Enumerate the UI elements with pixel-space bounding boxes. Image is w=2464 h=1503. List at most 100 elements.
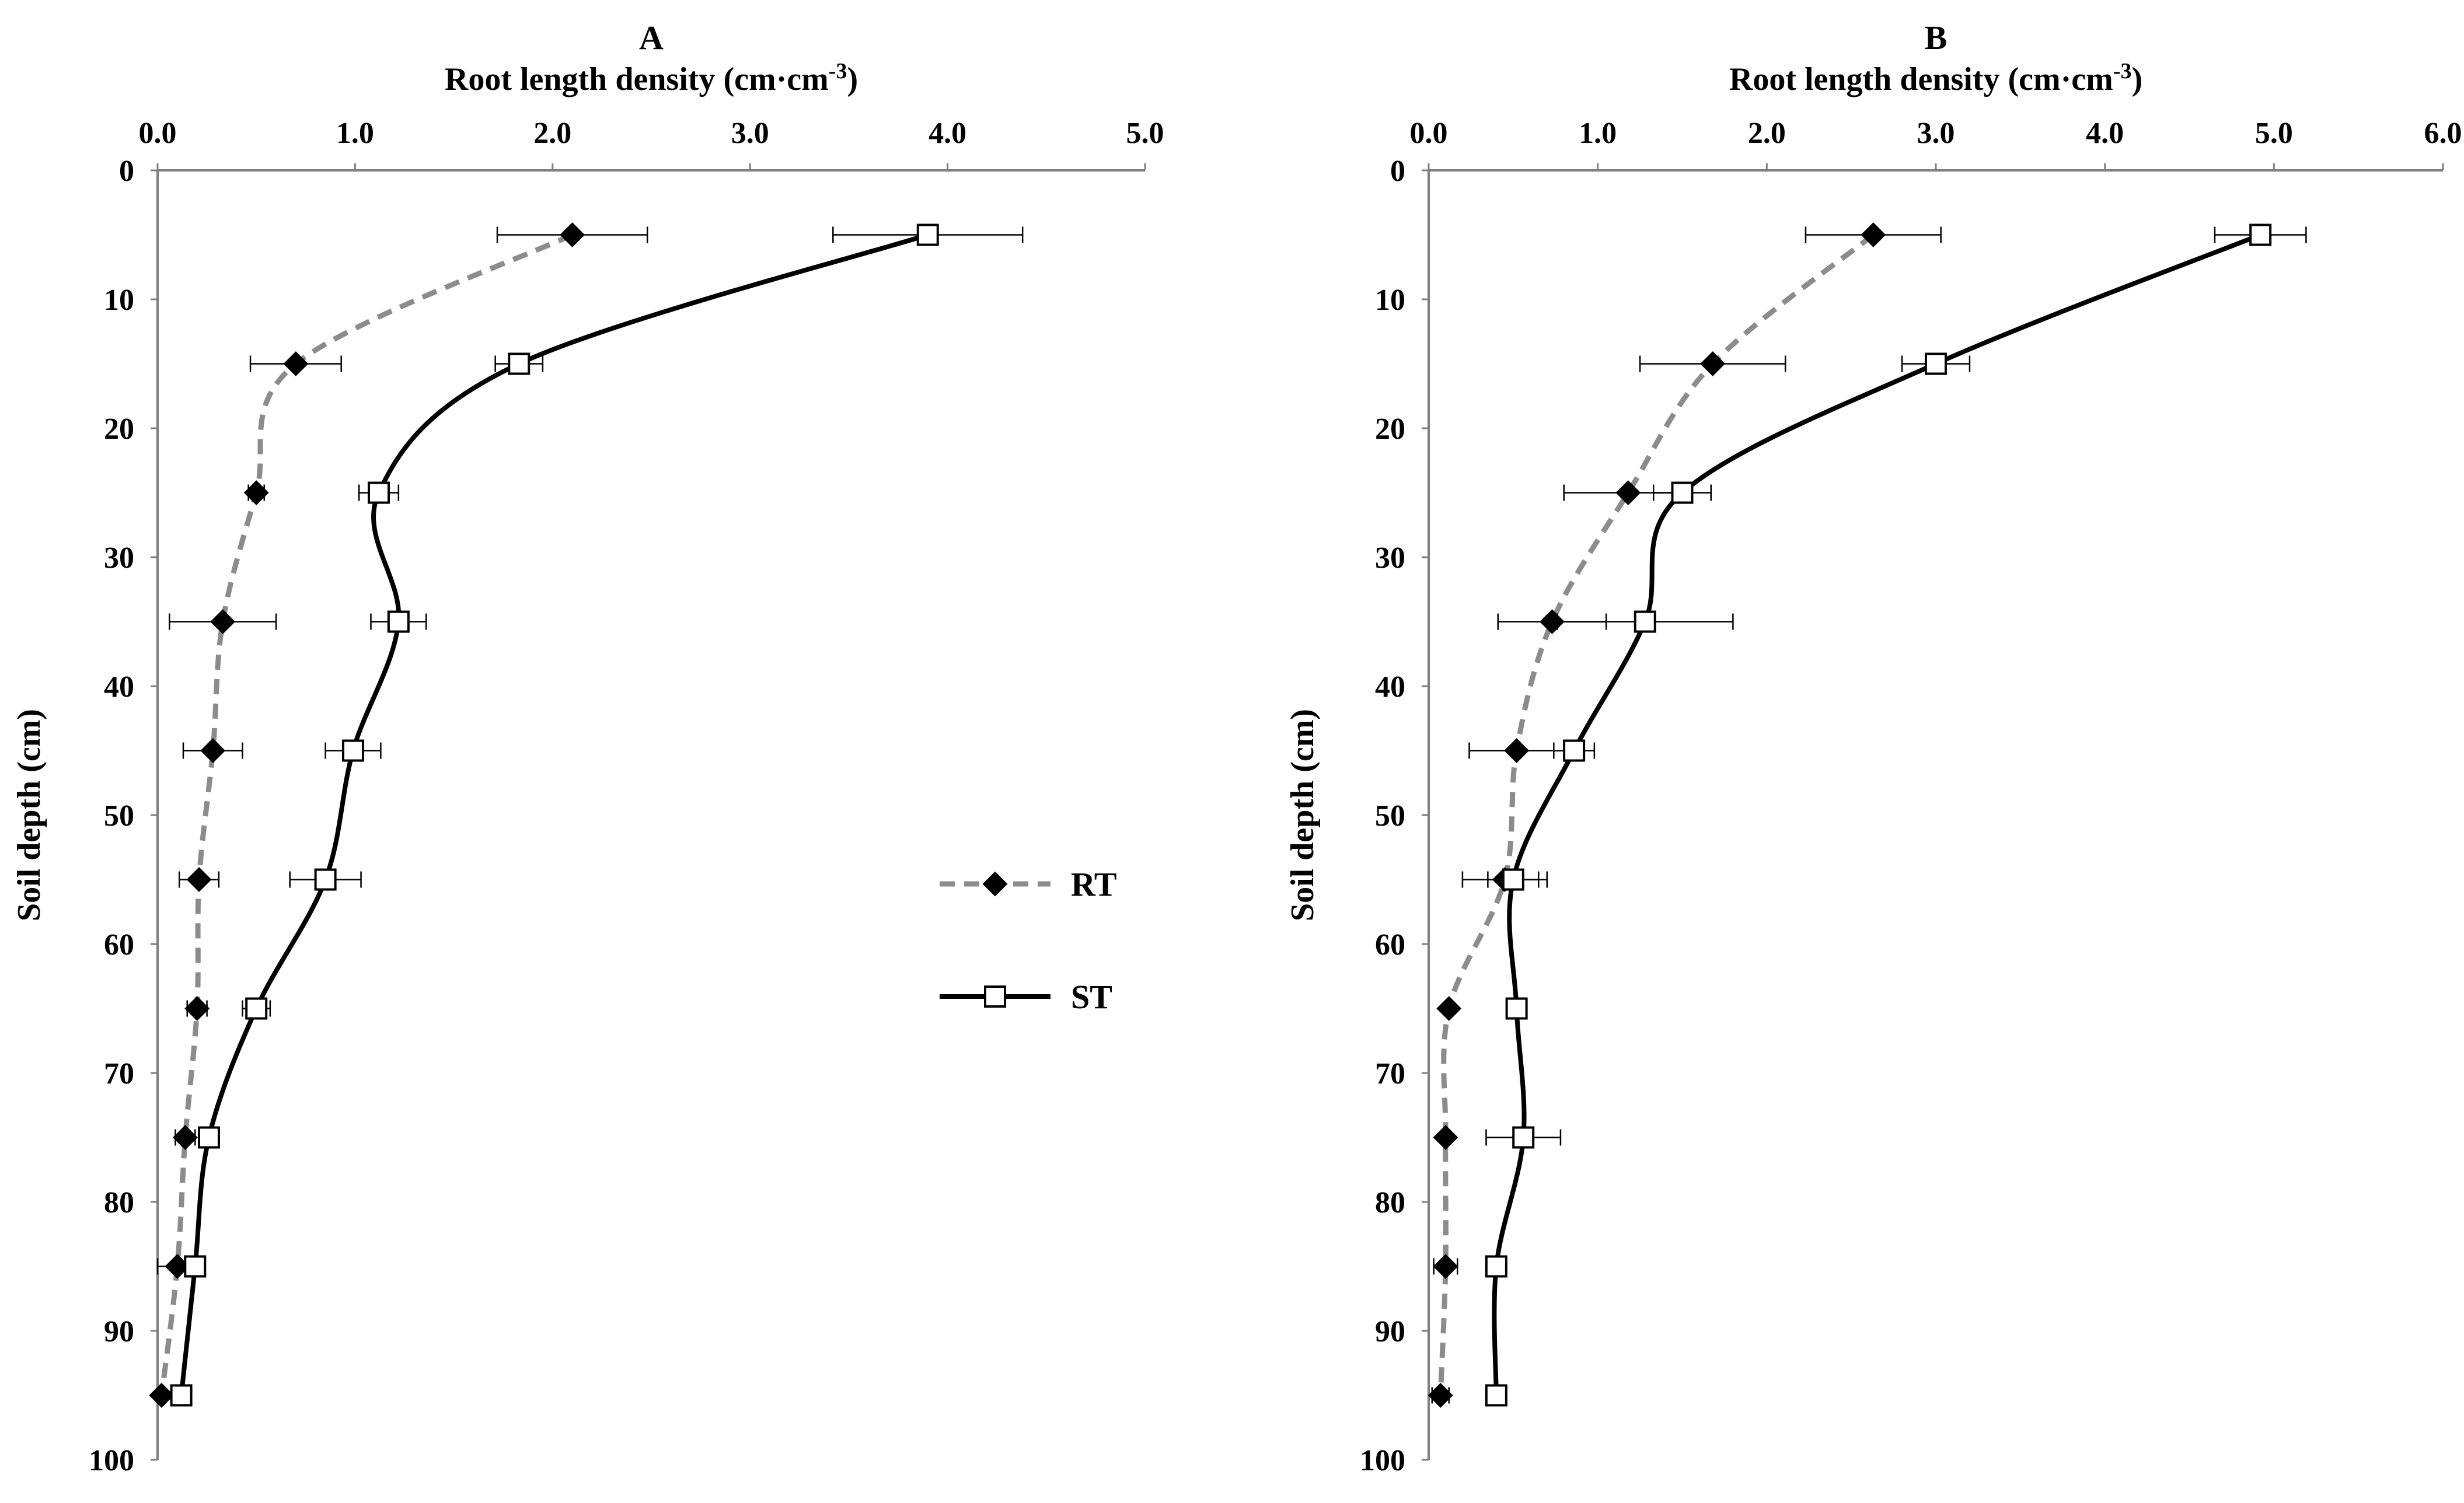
- data-point-rt: [1433, 1254, 1458, 1279]
- data-point-st: [1485, 1255, 1507, 1278]
- data-point-st: [387, 610, 410, 633]
- y-tick-label: 20: [104, 413, 134, 446]
- x-tick-label: 3.0: [1917, 117, 1955, 150]
- data-point-st: [1512, 1126, 1535, 1149]
- x-tick-label: 2.0: [1748, 117, 1786, 150]
- y-axis-title: Soil depth (cm): [11, 709, 47, 921]
- data-point-st: [508, 352, 531, 375]
- x-tick-label: 2.0: [533, 117, 571, 150]
- data-point-st: [1502, 868, 1524, 891]
- x-tick-label: 6.0: [2424, 117, 2462, 150]
- y-tick-label: 70: [1375, 1057, 1405, 1090]
- x-axis-title-superscript: -3: [2113, 59, 2132, 83]
- x-tick-label: 0.0: [1410, 117, 1448, 150]
- y-tick-label: 50: [1375, 799, 1405, 833]
- data-point-rt: [200, 738, 226, 763]
- x-axis-title-end: ): [847, 61, 858, 97]
- data-point-st: [170, 1384, 193, 1407]
- data-point-rt: [149, 1383, 174, 1408]
- data-point-rt: [1700, 351, 1726, 376]
- x-axis-title-end: ): [2131, 61, 2142, 97]
- series-rt: [1428, 222, 1942, 1408]
- data-point-rt: [1540, 609, 1565, 634]
- data-point-rt: [283, 351, 309, 376]
- data-point-rt: [184, 996, 210, 1021]
- data-point-rt: [1504, 738, 1530, 763]
- y-tick-label: 80: [1375, 1186, 1405, 1219]
- y-tick-label: 40: [1375, 670, 1405, 704]
- y-tick-label: 0: [1390, 155, 1405, 188]
- x-axis-title-text: Root length density (cm·cm: [1729, 61, 2113, 97]
- y-axis-title: Soil depth (cm): [1285, 709, 1321, 921]
- y-tick-label: 40: [104, 670, 134, 704]
- data-point-rt: [1433, 1125, 1458, 1150]
- data-point-st: [916, 223, 939, 246]
- x-tick-label: 3.0: [731, 117, 769, 150]
- x-axis-title-superscript: -3: [829, 59, 847, 83]
- data-point-st: [1485, 1384, 1507, 1407]
- y-tick-label: 60: [104, 928, 134, 962]
- y-tick-label: 90: [1375, 1315, 1405, 1348]
- panel-title: B: [1925, 19, 1948, 57]
- series-line-st: [1492, 232, 2261, 1396]
- y-tick-label: 30: [1375, 541, 1405, 575]
- data-point-rt: [1615, 480, 1641, 505]
- legend: RT ST: [940, 865, 1117, 1016]
- x-tick-label: 5.0: [1126, 117, 1164, 150]
- data-point-st: [1671, 481, 1694, 504]
- data-point-st: [1634, 610, 1656, 633]
- data-point-st: [1505, 997, 1528, 1020]
- data-point-st: [1925, 352, 1947, 375]
- y-tick-label: 100: [89, 1444, 134, 1477]
- data-point-st: [1563, 739, 1586, 762]
- series-st: [1485, 223, 2307, 1407]
- data-point-st: [314, 868, 337, 891]
- series-line-rt: [159, 232, 574, 1396]
- data-point-rt: [560, 222, 585, 247]
- x-tick-label: 5.0: [2255, 117, 2293, 150]
- y-tick-label: 0: [119, 155, 134, 188]
- data-point-rt: [1436, 996, 1462, 1021]
- data-point-rt: [210, 609, 236, 634]
- data-point-st: [184, 1255, 207, 1278]
- y-tick-label: 60: [1375, 928, 1405, 962]
- legend-marker-rt: [982, 871, 1008, 897]
- y-tick-label: 100: [1360, 1444, 1405, 1477]
- data-point-rt: [186, 867, 212, 892]
- y-tick-label: 10: [104, 284, 134, 317]
- x-tick-label: 1.0: [1579, 117, 1617, 150]
- data-point-rt: [1861, 222, 1886, 247]
- legend-label-st: ST: [1071, 978, 1112, 1016]
- data-point-st: [342, 739, 365, 762]
- x-axis-title: Root length density (cm·cm-3): [445, 59, 858, 97]
- data-point-st: [368, 481, 390, 504]
- y-tick-label: 90: [104, 1315, 134, 1348]
- y-tick-label: 30: [104, 541, 134, 575]
- x-axis-title-text: Root length density (cm·cm: [445, 61, 829, 97]
- x-tick-label: 4.0: [929, 117, 966, 150]
- y-tick-label: 70: [104, 1057, 134, 1090]
- legend-label-rt: RT: [1071, 865, 1117, 903]
- series-line-rt: [1437, 232, 1875, 1396]
- data-point-st: [197, 1126, 220, 1149]
- x-tick-label: 1.0: [336, 117, 374, 150]
- data-point-st: [245, 997, 268, 1020]
- y-tick-label: 10: [1375, 284, 1405, 317]
- data-point-rt: [172, 1125, 198, 1150]
- y-tick-label: 20: [1375, 413, 1405, 446]
- data-point-rt: [1428, 1383, 1453, 1408]
- series-line-st: [179, 232, 929, 1396]
- y-tick-label: 50: [104, 799, 134, 833]
- data-point-rt: [243, 480, 269, 505]
- series-st: [170, 223, 1024, 1407]
- panel-title: A: [639, 19, 664, 57]
- x-tick-label: 4.0: [2086, 117, 2124, 150]
- series-rt: [149, 222, 648, 1408]
- data-point-st: [2249, 223, 2272, 246]
- y-tick-label: 80: [104, 1186, 134, 1219]
- legend-marker-st: [984, 985, 1006, 1008]
- x-axis-title: Root length density (cm·cm-3): [1729, 59, 2142, 97]
